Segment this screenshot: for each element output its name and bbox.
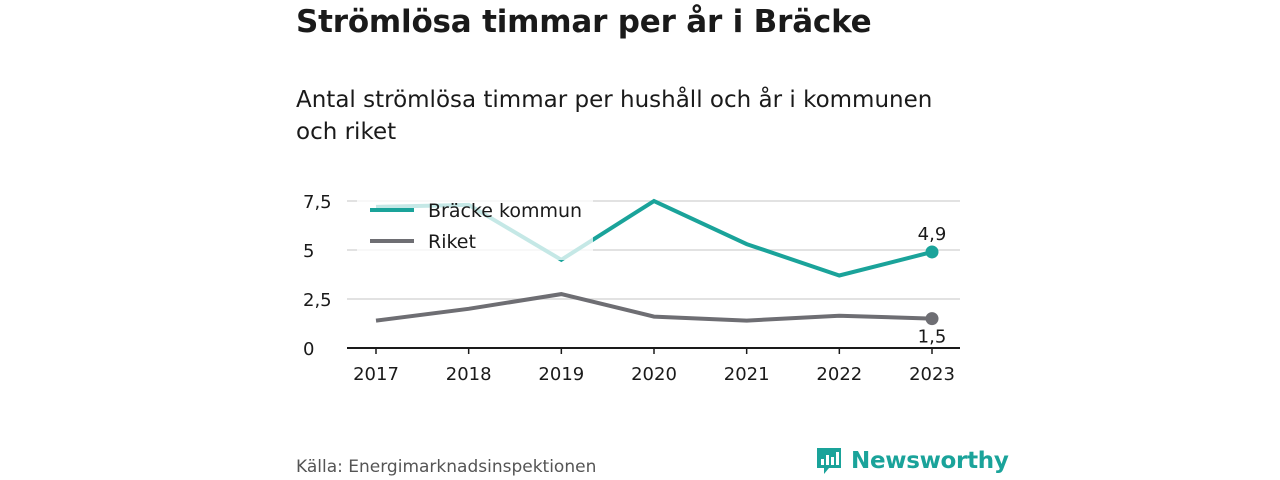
chart-title: Strömlösa timmar per år i Bräcke bbox=[296, 4, 872, 40]
x-tick-label: 2019 bbox=[538, 364, 584, 385]
legend-background bbox=[357, 192, 593, 260]
line-chart: 0 2,5 5 7,5 2017 2018 2019 2020 2021 2022 2023 1,5 4… bbox=[303, 192, 960, 385]
x-tick-label: 2020 bbox=[631, 364, 677, 385]
x-tick-label: 2021 bbox=[724, 364, 770, 385]
series-line-riket bbox=[375, 292, 933, 323]
y-tick-label: 2,5 bbox=[303, 290, 332, 311]
x-tick-label: 2018 bbox=[446, 364, 492, 385]
brand-name: Newsworthy bbox=[851, 448, 1009, 474]
series-endpoint-riket bbox=[925, 312, 939, 326]
end-value-label: 4,9 bbox=[918, 224, 947, 245]
series-endpoint-bracke bbox=[925, 245, 939, 259]
source-note: Källa: Energimarknadsinspektionen bbox=[296, 457, 597, 477]
y-tick-label: 5 bbox=[303, 241, 314, 262]
y-tick-label: 0 bbox=[303, 339, 314, 360]
x-tick-label: 2023 bbox=[909, 364, 955, 385]
end-value-label: 1,5 bbox=[918, 327, 947, 348]
brand-logo: Newsworthy bbox=[815, 446, 1009, 476]
y-tick-label: 7,5 bbox=[303, 192, 332, 213]
newsworthy-icon bbox=[817, 448, 841, 474]
legend-label: Bräcke kommun bbox=[428, 200, 582, 222]
x-tick-label: 2022 bbox=[816, 364, 862, 385]
x-tick-label: 2017 bbox=[353, 364, 399, 385]
legend-label: Riket bbox=[428, 231, 476, 253]
chart-subtitle: Antal strömlösa timmar per hushåll och å… bbox=[296, 87, 933, 145]
